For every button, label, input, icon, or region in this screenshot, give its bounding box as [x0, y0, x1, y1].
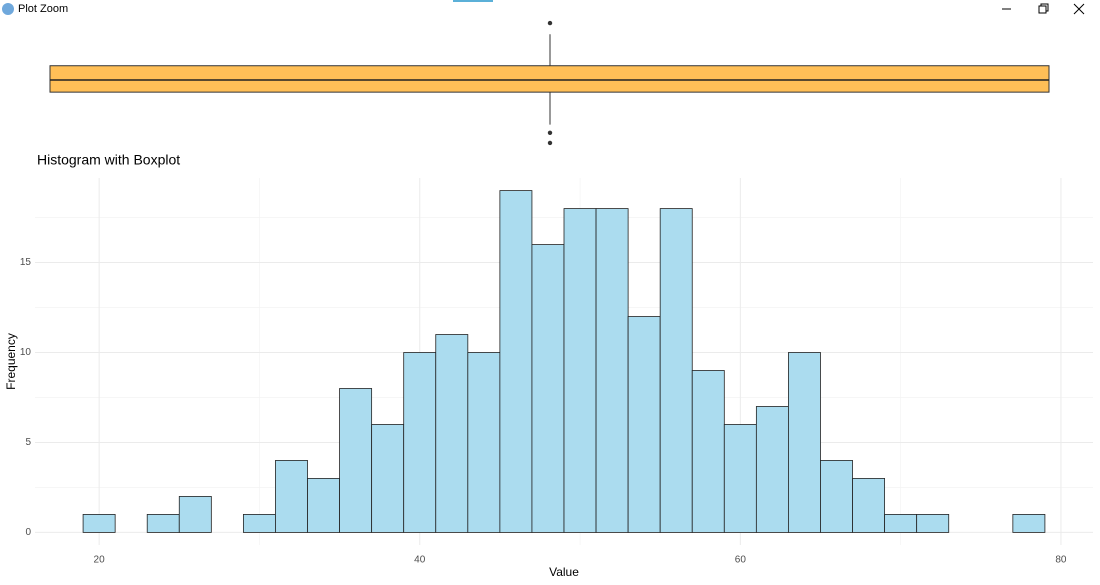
x-tick-label: 60: [735, 555, 747, 566]
histogram-bar: [403, 352, 437, 533]
x-tick-label: 40: [414, 555, 426, 566]
histogram-bar: [82, 514, 116, 533]
histogram-bar: [435, 334, 469, 533]
histogram-bar: [788, 352, 821, 533]
y-tick-label: 15: [20, 257, 32, 268]
y-tick-label: 5: [25, 437, 31, 448]
histogram-bar: [178, 496, 212, 533]
histogram-bar: [146, 514, 180, 533]
histogram-bar: [563, 208, 597, 533]
y-axis-title: Frequency: [4, 333, 18, 390]
histogram-bar: [371, 424, 405, 533]
histogram-bar: [755, 406, 789, 533]
x-axis-title: Value: [549, 565, 579, 579]
histogram-bar: [307, 478, 340, 533]
x-tick-label: 80: [1055, 555, 1067, 566]
histogram-bar: [627, 316, 661, 533]
chart-title: Histogram with Boxplot: [37, 152, 180, 168]
histogram-bar: [595, 208, 629, 533]
outlier: [547, 140, 553, 146]
box: [49, 65, 1050, 93]
restore-button[interactable]: [1038, 3, 1049, 14]
histogram-bar: [499, 190, 533, 533]
x-tick-label: 20: [94, 555, 106, 566]
histogram-bar: [884, 514, 918, 533]
outlier: [547, 130, 553, 135]
y-tick-label: 0: [25, 527, 31, 538]
histogram-bar: [659, 208, 693, 533]
window-title: Plot Zoom: [18, 3, 68, 15]
close-button[interactable]: [1073, 3, 1085, 15]
histogram-bar: [691, 370, 725, 533]
app-icon: [2, 3, 14, 15]
histogram-bar: [531, 244, 565, 533]
y-tick-label: 10: [20, 347, 32, 358]
histogram-bar: [339, 388, 373, 533]
histogram-bar: [467, 352, 501, 533]
histogram-bar: [1012, 514, 1046, 533]
histogram-bar: [916, 514, 950, 533]
outlier: [547, 20, 553, 26]
histogram-bar: [723, 424, 757, 533]
histogram-bar: [820, 460, 853, 533]
window-accent: [453, 0, 493, 2]
histogram-bar: [242, 514, 276, 533]
histogram-bar: [852, 478, 886, 533]
histogram-bar: [275, 460, 308, 533]
